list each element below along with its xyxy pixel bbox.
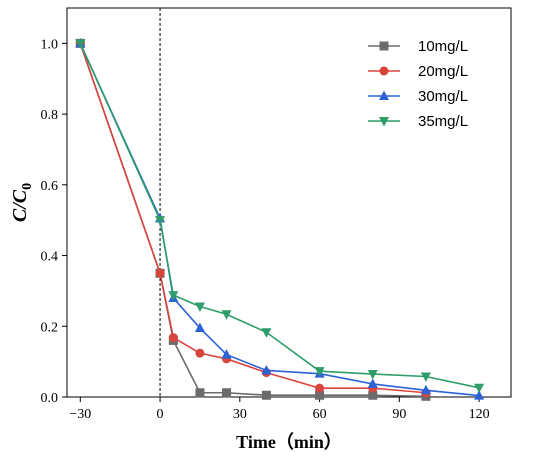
data-point	[168, 291, 179, 301]
legend-marker	[379, 117, 389, 127]
data-point	[155, 268, 165, 278]
y-tick-label: 0.4	[41, 250, 59, 265]
data-point	[194, 302, 205, 312]
series-1	[75, 38, 431, 398]
data-point	[261, 328, 272, 338]
series-line	[79, 43, 480, 389]
y-tick-label: 0.2	[41, 320, 59, 335]
legend-label: 10mg/L	[418, 38, 468, 55]
series-3	[75, 39, 485, 394]
y-tick-label: 0.8	[41, 108, 59, 123]
legend-label: 30mg/L	[418, 88, 468, 105]
legend-marker	[379, 41, 389, 51]
x-tick-label: 120	[469, 407, 490, 422]
y-axis-title-main: C/C	[9, 189, 31, 222]
data-point	[474, 390, 485, 400]
data-point	[168, 333, 178, 343]
legend-item: 10mg/L	[368, 38, 468, 55]
legend-label: 35mg/L	[418, 113, 468, 130]
legend-item: 35mg/L	[368, 113, 468, 130]
data-point	[261, 364, 272, 375]
data-point	[222, 388, 232, 398]
x-tick-label: 0	[157, 407, 164, 422]
y-axis-title: C/C0	[9, 183, 35, 222]
legend-marker	[379, 66, 389, 76]
legend-label: 20mg/L	[418, 63, 468, 80]
data-point	[195, 348, 205, 358]
data-point	[367, 370, 378, 380]
data-point	[75, 39, 86, 49]
y-tick-label: 0.0	[41, 391, 59, 406]
y-axis-title-sub: 0	[20, 183, 35, 190]
data-point	[194, 322, 205, 333]
x-axis-title: Time（min）	[236, 432, 342, 452]
data-point	[315, 383, 325, 393]
x-tick-label: 30	[233, 407, 247, 422]
y-tick-label: 0.6	[41, 179, 59, 194]
data-point	[315, 390, 325, 400]
legend-marker	[379, 90, 389, 100]
x-tick-label: 60	[313, 407, 327, 422]
data-point	[420, 384, 431, 395]
y-tick-label: 1.0	[41, 37, 59, 52]
series-0	[75, 38, 431, 401]
data-point	[261, 390, 271, 400]
legend-item: 20mg/L	[368, 63, 468, 80]
plot-frame	[66, 7, 512, 398]
data-point	[155, 216, 166, 226]
data-point	[221, 349, 232, 359]
data-point	[420, 372, 431, 382]
data-point	[221, 310, 232, 320]
data-point	[314, 367, 325, 377]
x-tick-label: −30	[69, 407, 91, 422]
data-point	[474, 383, 485, 394]
data-point	[367, 378, 378, 388]
data-point	[368, 390, 378, 400]
x-tick-label: 90	[392, 407, 406, 422]
data-point	[195, 388, 205, 398]
legend-item: 30mg/L	[368, 88, 468, 105]
